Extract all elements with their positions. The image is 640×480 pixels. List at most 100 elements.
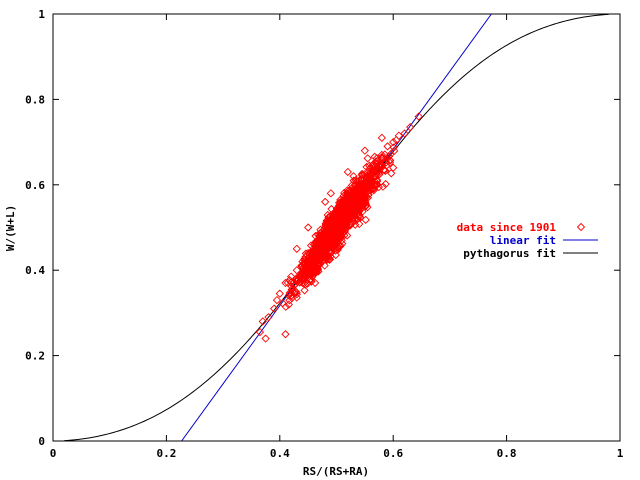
data-point	[326, 214, 335, 224]
data-point	[304, 223, 313, 232]
data-point	[355, 176, 364, 185]
data-point	[361, 199, 370, 208]
data-point	[310, 278, 320, 288]
data-point	[295, 273, 304, 282]
data-point	[394, 131, 404, 140]
data-point	[339, 210, 348, 219]
data-point	[321, 223, 330, 232]
data-point	[272, 295, 282, 305]
data-point	[333, 218, 342, 228]
data-point	[351, 214, 360, 224]
x-tick-label: 0	[50, 447, 57, 460]
data-point	[297, 270, 306, 279]
data-point	[332, 206, 341, 215]
x-tick-label: 1	[617, 447, 624, 460]
data-point	[389, 163, 398, 172]
data-point	[349, 205, 358, 214]
data-point	[356, 213, 365, 222]
data-point	[264, 313, 273, 322]
data-point	[383, 142, 392, 151]
x-tick-label: 0.8	[497, 447, 517, 460]
data-point	[281, 330, 290, 339]
data-point	[329, 224, 338, 233]
data-point	[261, 334, 270, 343]
data-point	[363, 203, 372, 212]
data-point	[366, 163, 375, 172]
data-point	[372, 154, 381, 163]
data-point	[322, 227, 331, 236]
data-point	[377, 161, 387, 171]
y-tick-label: 1	[38, 8, 45, 21]
data-point	[306, 248, 315, 257]
legend-label: data since 1901	[457, 221, 557, 234]
data-point	[258, 317, 267, 326]
data-point	[349, 209, 358, 218]
data-point	[298, 278, 307, 288]
axis-ticks	[52, 13, 621, 442]
y-tick-label: 0.6	[25, 179, 45, 192]
data-point	[377, 133, 386, 142]
data-point	[329, 227, 338, 236]
x-tick-label: 0.4	[270, 447, 290, 460]
data-point	[358, 183, 367, 192]
axis-tick-labels: 0 0.2 0.4 0.6 0.8 1 0 0.2 0.4 0.6 0.8 1	[25, 8, 624, 460]
data-point	[287, 291, 296, 300]
data-point	[321, 197, 330, 207]
data-point	[364, 177, 373, 187]
data-point	[366, 180, 375, 189]
data-point	[349, 176, 358, 185]
data-point	[304, 270, 313, 280]
data-point	[337, 204, 347, 213]
legend-marker	[576, 222, 586, 232]
x-axis-label: RS/(RS+RA)	[303, 465, 369, 478]
data-point	[284, 300, 293, 309]
data-point	[343, 191, 352, 200]
data-point	[385, 156, 395, 165]
data-point	[377, 150, 386, 160]
plot-frame	[52, 13, 621, 442]
data-point	[320, 236, 329, 246]
data-points	[255, 112, 423, 343]
data-point	[369, 186, 378, 195]
data-point	[329, 209, 338, 218]
x-tick-label: 0.6	[383, 447, 403, 460]
data-point	[315, 248, 324, 258]
data-point	[315, 231, 324, 241]
data-point	[363, 154, 372, 163]
data-point	[340, 212, 349, 222]
data-point	[339, 196, 348, 206]
y-tick-label: 0	[38, 435, 45, 448]
data-point	[335, 241, 344, 251]
data-point	[340, 188, 349, 198]
data-point	[360, 191, 369, 200]
data-point	[269, 304, 279, 313]
data-point	[301, 249, 311, 258]
data-point	[292, 244, 301, 253]
data-point	[304, 248, 313, 258]
data-point	[327, 204, 336, 214]
data-point	[400, 129, 409, 138]
data-point	[347, 206, 357, 216]
data-point	[358, 169, 367, 179]
data-point	[325, 255, 334, 264]
data-point	[338, 199, 347, 209]
data-point	[290, 289, 299, 298]
data-point	[372, 180, 381, 189]
data-point	[414, 112, 423, 121]
data-point	[304, 268, 313, 277]
data-point	[365, 161, 374, 170]
data-point	[366, 169, 375, 179]
x-tick-label: 0.2	[156, 447, 176, 460]
y-tick-label: 0.4	[25, 264, 45, 277]
data-point	[281, 278, 290, 288]
data-point	[255, 327, 265, 337]
y-tick-label: 0.8	[25, 93, 45, 106]
data-point	[349, 172, 358, 181]
data-point	[325, 240, 334, 250]
data-point	[385, 158, 395, 167]
data-point	[360, 169, 369, 179]
data-point	[360, 146, 369, 155]
data-point	[343, 167, 352, 177]
y-tick-label: 0.2	[25, 350, 45, 363]
